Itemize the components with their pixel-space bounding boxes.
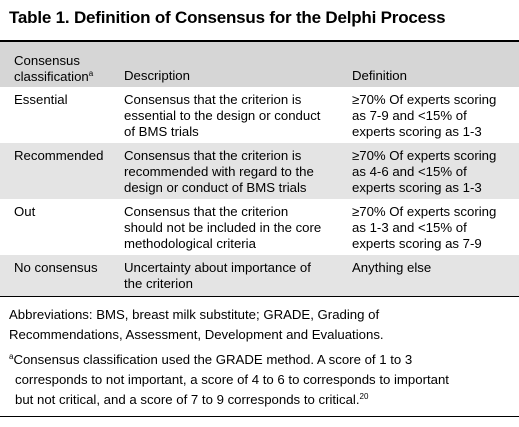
table-row: No consensus Uncertainty about importanc… bbox=[0, 255, 519, 296]
header-definition: Definition bbox=[352, 68, 407, 83]
footnote: aConsensus classification used the GRADE… bbox=[9, 350, 449, 410]
footnote-reference: 20 bbox=[359, 392, 369, 401]
header-classification-line2: classification bbox=[14, 69, 89, 84]
abbreviations-line: Recommendations, Assessment, Development… bbox=[9, 327, 384, 342]
row-definition: ≥70% Of experts scoring as 4-6 and <15% … bbox=[352, 148, 496, 196]
table-title: Table 1. Definition of Consensus for the… bbox=[9, 8, 446, 27]
row-classification: Recommended bbox=[14, 148, 104, 163]
footnote-line: Consensus classification used the GRADE … bbox=[13, 352, 413, 367]
table-row: Essential Consensus that the criterion i… bbox=[0, 87, 519, 143]
row-definition: ≥70% Of experts scoring as 1-3 and <15% … bbox=[352, 204, 496, 252]
row-definition-line: ≥70% Of experts scoring bbox=[352, 92, 497, 107]
row-description: Consensus that the criterion should not … bbox=[124, 204, 321, 252]
row-description-line: design or conduct of BMS trials bbox=[124, 180, 307, 195]
footnote-marker: a bbox=[88, 69, 94, 78]
table-header: Consensus classificationa Description De… bbox=[0, 42, 519, 87]
figure-bottom-rule bbox=[0, 416, 519, 417]
footnote-line: but not critical, and a score of 7 to 9 … bbox=[15, 392, 360, 407]
row-description-line: of BMS trials bbox=[124, 124, 199, 139]
row-definition-line: experts scoring as 1-3 bbox=[352, 180, 482, 195]
row-definition-line: experts scoring as 7-9 bbox=[352, 236, 482, 251]
table-row: Out Consensus that the criterion should … bbox=[0, 199, 519, 255]
footnote-line: corresponds to not important, a score of… bbox=[15, 372, 449, 387]
row-description-line: essential to the design or conduct bbox=[124, 108, 321, 123]
header-classification: Consensus classificationa bbox=[14, 53, 93, 85]
header-classification-line1: Consensus bbox=[14, 53, 80, 68]
top-rule bbox=[0, 40, 519, 42]
row-definition-line: Anything else bbox=[352, 260, 432, 275]
row-definition-line: experts scoring as 1-3 bbox=[352, 124, 482, 139]
row-description-line: Consensus that the criterion is bbox=[124, 148, 302, 163]
row-description-line: Consensus that the criterion bbox=[124, 204, 289, 219]
row-description-line: methodological criteria bbox=[124, 236, 256, 251]
row-description: Consensus that the criterion is essentia… bbox=[124, 92, 320, 140]
footnote-marker: a bbox=[9, 352, 14, 361]
abbreviations-line: Abbreviations: BMS, breast milk substitu… bbox=[9, 307, 380, 322]
row-definition: Anything else bbox=[352, 260, 431, 276]
row-definition-line: as 1-3 and <15% of bbox=[352, 220, 467, 235]
row-classification: No consensus bbox=[14, 260, 98, 275]
table-row: Recommended Consensus that the criterion… bbox=[0, 143, 519, 199]
table-bottom-rule bbox=[0, 296, 519, 297]
row-definition: ≥70% Of experts scoring as 7-9 and <15% … bbox=[352, 92, 496, 140]
row-description-line: recommended with regard to the bbox=[124, 164, 314, 179]
abbreviations-note: Abbreviations: BMS, breast milk substitu… bbox=[9, 305, 384, 345]
row-classification: Out bbox=[14, 204, 36, 219]
header-description: Description bbox=[124, 68, 190, 83]
row-description: Consensus that the criterion is recommen… bbox=[124, 148, 314, 196]
row-definition-line: ≥70% Of experts scoring bbox=[352, 204, 497, 219]
row-description-line: Uncertainty about importance of bbox=[124, 260, 311, 275]
row-definition-line: ≥70% Of experts scoring bbox=[352, 148, 497, 163]
row-description-line: should not be included in the core bbox=[124, 220, 322, 235]
row-classification: Essential bbox=[14, 92, 68, 107]
row-description-line: Consensus that the criterion is bbox=[124, 92, 302, 107]
row-definition-line: as 7-9 and <15% of bbox=[352, 108, 467, 123]
row-description-line: the criterion bbox=[124, 276, 193, 291]
row-description: Uncertainty about importance of the crit… bbox=[124, 260, 311, 292]
row-definition-line: as 4-6 and <15% of bbox=[352, 164, 467, 179]
